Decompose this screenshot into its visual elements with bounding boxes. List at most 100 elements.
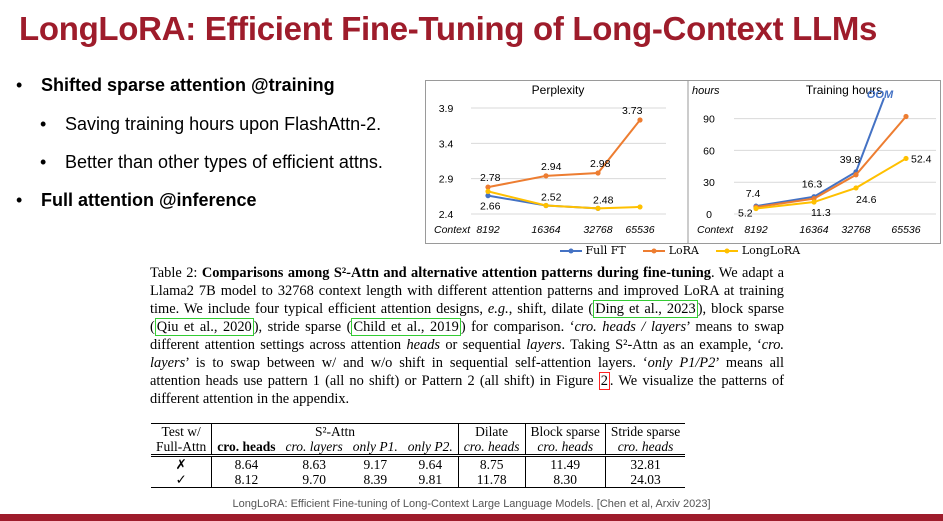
y-axis-label: hours <box>692 85 720 97</box>
caption-text: ’ is to swap between w/ and w/o shift in… <box>185 355 648 371</box>
data-point <box>637 117 643 123</box>
chart-legend: Full FT LoRA LongLoRA <box>560 244 814 257</box>
data-label: 2.48 <box>593 194 614 206</box>
data-point <box>903 113 909 120</box>
charts-figure: 2.4 2.9 3.4 3.9 Perplexity Context 8192 16364 32… <box>425 80 941 244</box>
slide-footer: LongLoRA: Efficient Fine-tuning of Long-… <box>232 498 711 510</box>
data-point <box>485 184 491 190</box>
data-label: 52.4 <box>911 153 932 165</box>
caption-text: , shift, dilate ( <box>508 301 594 317</box>
caption-text: or sequential <box>440 337 527 353</box>
caption-label: Table 2: <box>150 265 198 281</box>
series-line <box>755 115 907 209</box>
caption-emphasis: layers <box>526 337 562 353</box>
data-label: 2.98 <box>590 158 611 170</box>
charts-svg: 2.4 2.9 3.4 3.9 Perplexity Context 8192 16364 32… <box>434 81 936 243</box>
caption-emphasis: cro. heads / layers <box>574 319 687 335</box>
legend-item-longlora: LongLoRA <box>716 244 800 257</box>
table-cell: 9.64 <box>402 454 459 472</box>
table-caption: Table 2: Comparisons among S²-Attn and a… <box>150 264 784 408</box>
bullet-text: Full attention @inference <box>41 190 257 210</box>
table-cell: 9.81 <box>402 472 459 488</box>
table-cell: 8.75 <box>457 454 526 472</box>
table-header-cell: cro. heads <box>457 439 526 456</box>
table-header-cell: cro. heads <box>211 439 281 456</box>
table-header-cell: Full-Attn <box>156 439 207 454</box>
y-tick-label: 30 <box>703 177 715 189</box>
data-point <box>811 199 817 205</box>
data-point <box>595 205 601 211</box>
caption-emphasis: only P1/P2 <box>647 355 716 371</box>
legend-label: LoRA <box>668 244 699 257</box>
table-header-cell: Dilate <box>457 423 526 439</box>
chart-title: Perplexity <box>532 83 585 97</box>
data-label: 3.73 <box>622 105 643 117</box>
data-point <box>543 202 549 209</box>
bullet-dot: • <box>16 190 23 210</box>
table-header-cell: only P2. <box>407 439 453 454</box>
data-label: 2.78 <box>480 172 501 184</box>
data-point <box>485 193 491 199</box>
legend-swatch <box>716 248 739 254</box>
data-label: 11.3 <box>811 207 831 219</box>
slide-title: LongLoRA: Efficient Fine-Tuning of Long-… <box>19 10 878 47</box>
legend-swatch <box>560 248 582 254</box>
data-label: 16.3 <box>802 179 823 191</box>
caption-text: ) for comparison. ‘ <box>460 319 575 335</box>
table-cell: 8.39 <box>347 472 403 488</box>
x-tick-label: 65536 <box>625 224 654 236</box>
caption-text: ), stride sparse ( <box>253 319 352 335</box>
caption-emphasis: cro. layers <box>150 337 784 371</box>
chart-title: Training hours <box>806 83 882 97</box>
figure-ref-link[interactable]: 2 <box>598 372 610 390</box>
y-tick-label: 0 <box>706 209 712 221</box>
table-cell: 11.49 <box>524 454 606 472</box>
data-point <box>853 185 859 191</box>
table-cell: 9.17 <box>347 454 403 472</box>
caption-text: . We visualize the patterns of different… <box>150 373 784 407</box>
table-header-cell: S²-Attn <box>211 423 459 439</box>
bullet-dot: • <box>16 75 23 95</box>
table-subheader-row: Full-Attn cro. heads cro. layers only P1… <box>151 439 686 456</box>
data-label: 24.6 <box>856 194 877 206</box>
caption-text: ), block sparse ( <box>150 301 784 335</box>
data-label: 5.2 <box>738 207 753 219</box>
data-point <box>485 188 491 194</box>
table-header-cell: only P1. <box>352 439 398 454</box>
y-tick-label: 2.9 <box>439 174 454 186</box>
legend-swatch <box>643 248 666 254</box>
data-point <box>637 204 643 210</box>
x-axis-label: Context <box>434 224 471 236</box>
data-point <box>543 173 549 179</box>
x-tick-label: 65536 <box>891 224 920 236</box>
caption-text: . We adapt a Llama2 7B model to 32768 co… <box>150 265 785 317</box>
legend-item-full-ft: Full FT <box>560 244 626 257</box>
table-header-cell: Test w/ <box>151 423 212 439</box>
caption-heading: Comparisons among S²-Attn and alternativ… <box>201 265 711 281</box>
table-cell: 8.63 <box>280 454 348 472</box>
table-row: ✓ 8.12 9.70 8.39 9.81 11.78 8.30 24.03 <box>151 472 686 488</box>
citation-link[interactable]: Child et al., 2019 <box>351 318 461 336</box>
bullet-text: Better than other types of efficient att… <box>65 152 383 172</box>
bottom-accent-bar <box>0 514 943 521</box>
citation-link[interactable]: Qiu et al., 2020 <box>154 318 254 336</box>
table-cell: 32.81 <box>604 454 686 472</box>
data-point <box>595 170 601 176</box>
comparison-table: Test w/ S²-Attn Dilate Block sparse Stri… <box>151 423 686 488</box>
x-tick-label: 32768 <box>841 224 870 236</box>
y-tick-label: 2.4 <box>439 209 454 221</box>
table-cell: 11.78 <box>457 472 526 488</box>
y-tick-label: 90 <box>703 114 715 126</box>
table-cell: 9.70 <box>280 472 348 488</box>
citation-link[interactable]: Ding et al., 2023 <box>593 300 698 318</box>
data-label: 39.8 <box>840 154 861 166</box>
data-label: 7.4 <box>746 188 761 200</box>
caption-emphasis: heads <box>406 337 441 353</box>
table-header-cell: cro. heads <box>604 439 686 456</box>
x-tick-label: 8192 <box>476 224 500 236</box>
table-header-cell: cro. heads <box>524 439 606 456</box>
data-point <box>903 155 909 162</box>
bullet-dot: • <box>40 152 47 172</box>
legend-item-lora: LoRA <box>643 244 699 257</box>
legend-label: Full FT <box>585 244 626 257</box>
